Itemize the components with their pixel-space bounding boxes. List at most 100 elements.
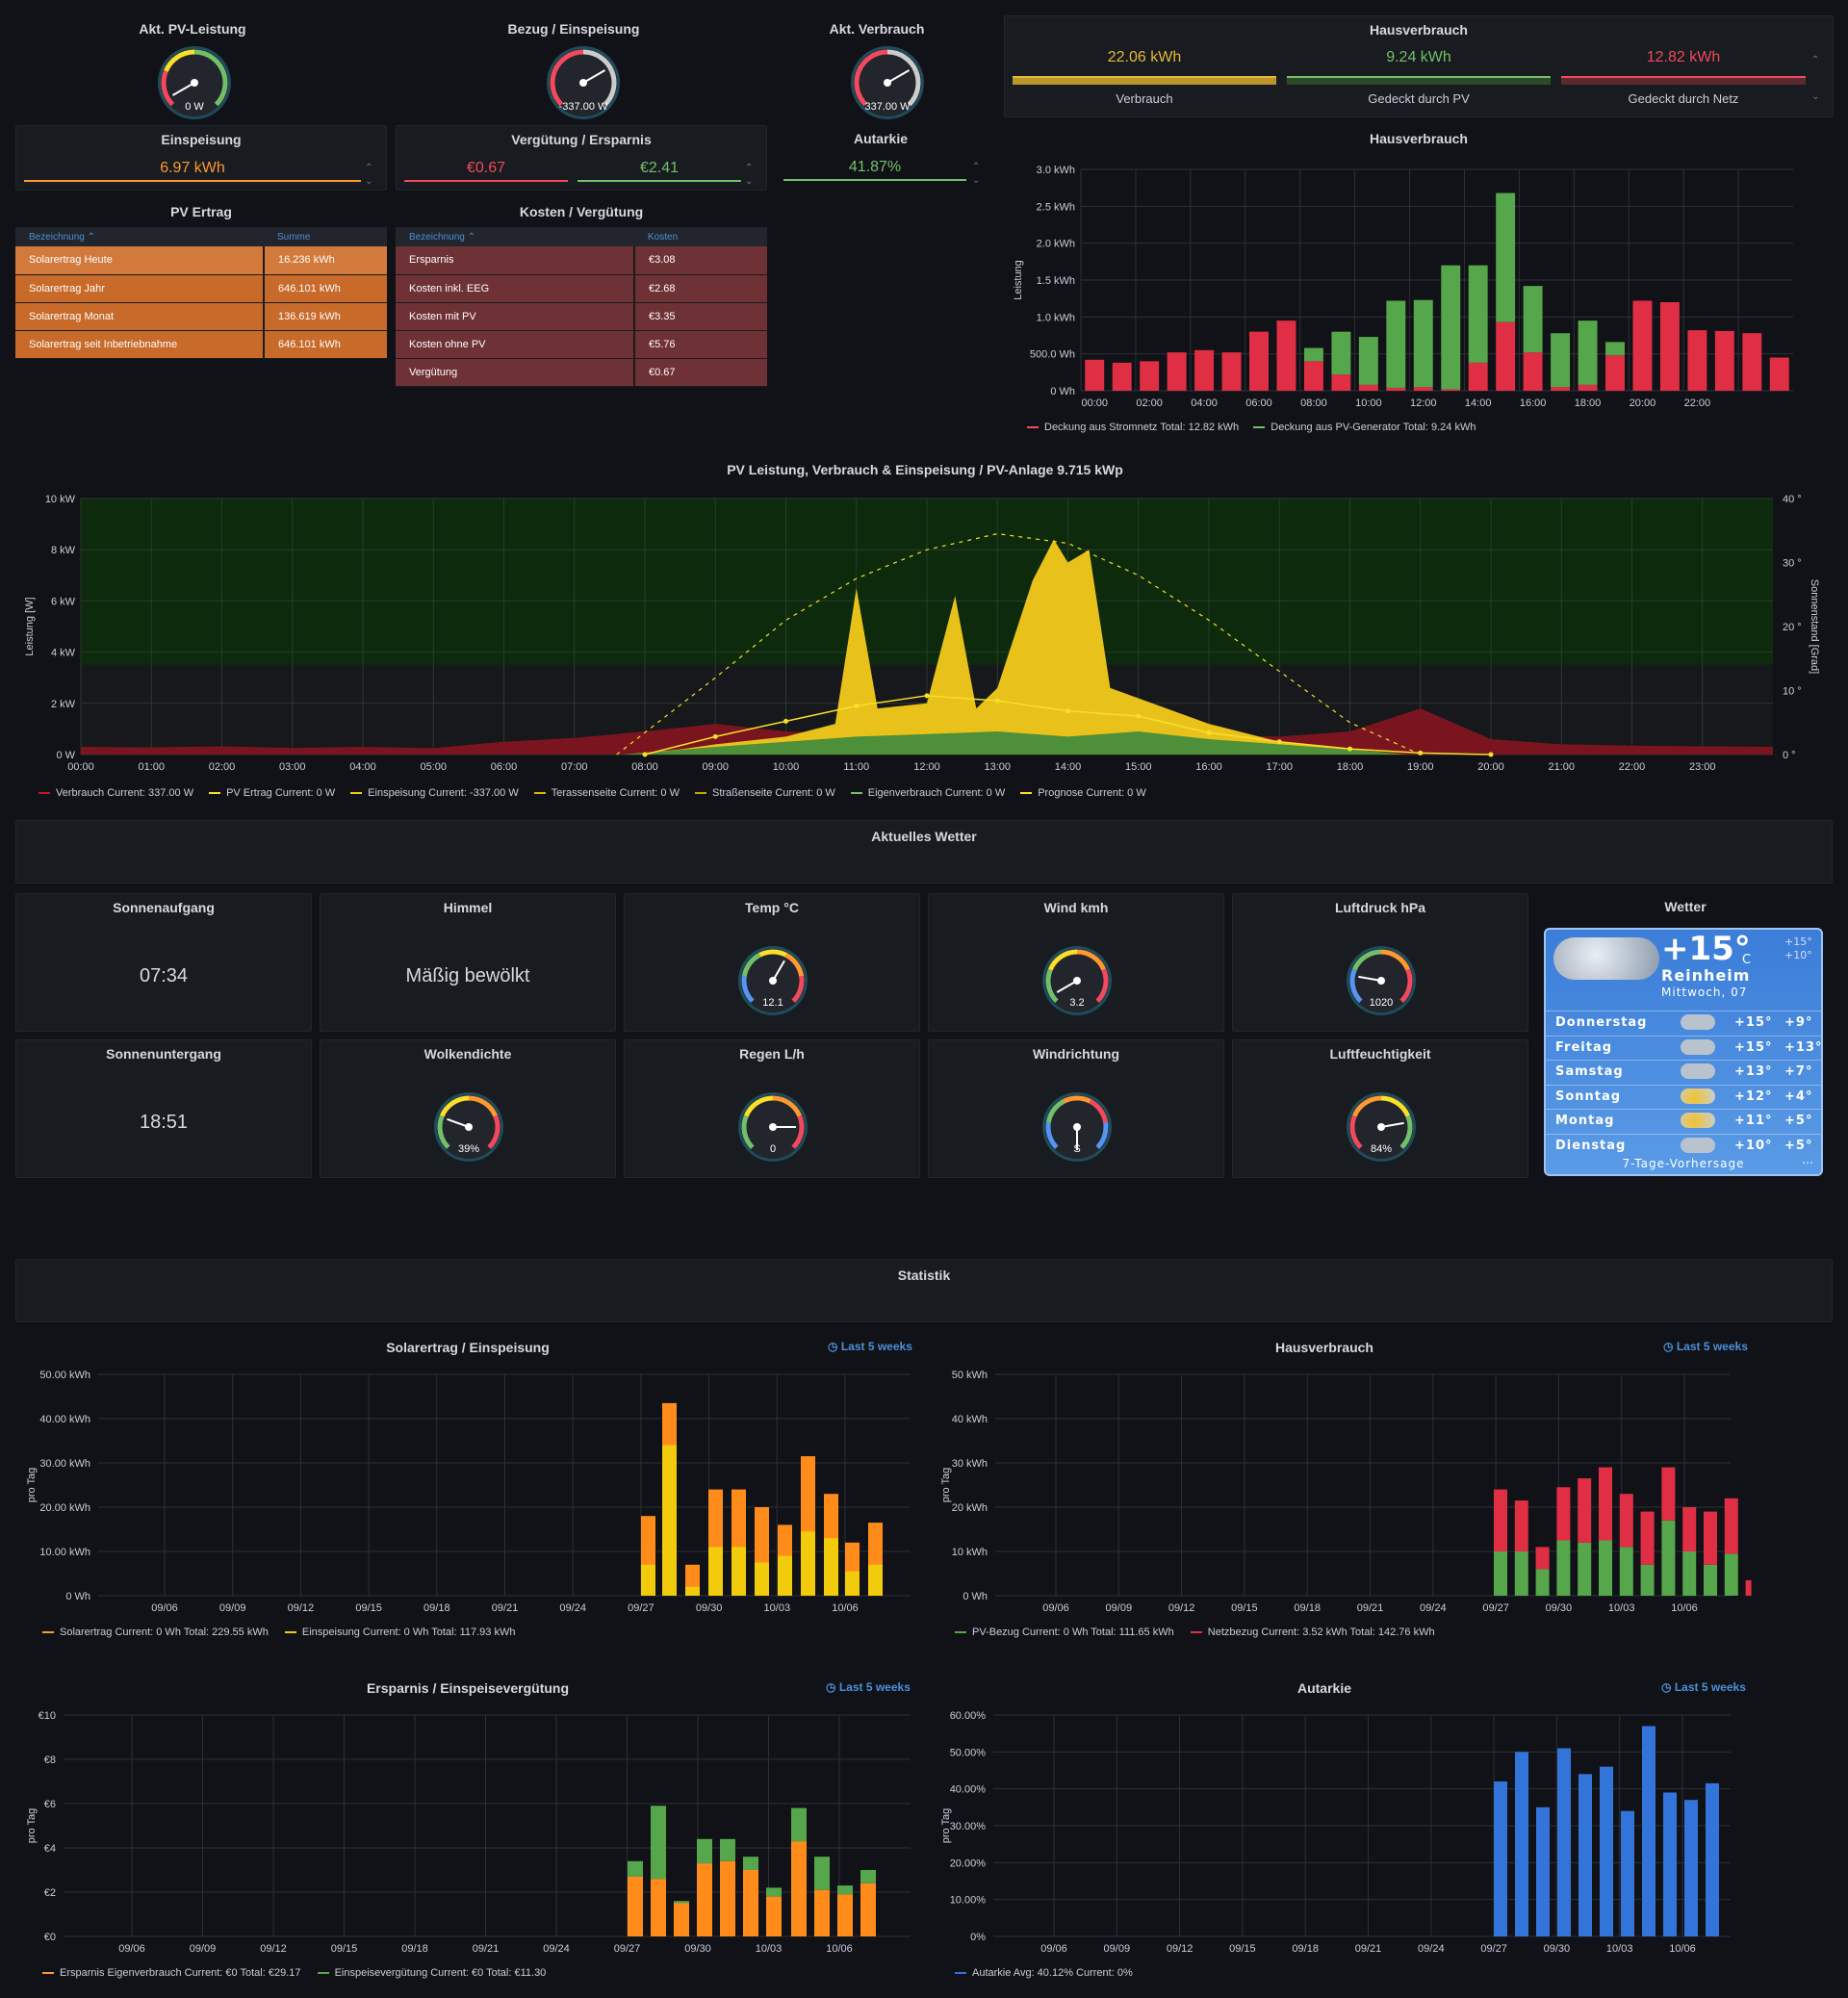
gauge-dial: -337.00 W <box>547 46 620 119</box>
point-prognose <box>1276 739 1282 745</box>
bar-netzbezug <box>1724 1498 1738 1554</box>
statistik-header-row[interactable]: Statistik <box>15 1259 1833 1322</box>
weather-widget[interactable]: +15° C +15° +10° Reinheim Mittwoch, 07 D… <box>1544 928 1823 1176</box>
forecast-high: +15° <box>1734 1039 1773 1055</box>
tick-label: 09/27 <box>1482 1602 1509 1614</box>
tick-label: 0 W <box>56 750 75 761</box>
weather-tile-pressure: Luftdruck hPa 1020 <box>1232 893 1528 1032</box>
weather-low: +10° <box>1784 949 1812 961</box>
column-header-bezeichnung[interactable]: Bezeichnung ⌃ <box>15 227 264 246</box>
column-header-kosten[interactable]: Kosten <box>634 227 767 246</box>
bar-netz <box>1632 300 1653 391</box>
gauge-needle <box>886 69 911 84</box>
bar-ersparnis <box>651 1879 666 1936</box>
hausverbrauch-chart: 0 Wh 500.0 Wh 1.0 kWh 1.5 kWh 2.0 kWh 2.5 kWh… <box>1013 165 1793 409</box>
autarkie-value: 41.87% <box>848 159 902 175</box>
legend-item[interactable]: Einspeisung Current: 0 Wh Total: 117.93 … <box>279 1627 515 1638</box>
panel-title: Kosten / Vergütung <box>519 204 644 219</box>
bar-netzbezug <box>1599 1467 1612 1541</box>
tick-label: 22:00 <box>1684 397 1711 409</box>
scroll-up-icon[interactable]: ⌃ <box>972 162 981 172</box>
panel-title: Hausverbrauch <box>1275 1340 1373 1355</box>
more-icon[interactable]: … <box>1802 1153 1813 1166</box>
gauge: 84% <box>1347 1092 1416 1162</box>
legend-item[interactable]: Ersparnis Eigenverbrauch Current: €0 Tot… <box>37 1967 301 1979</box>
legend-item[interactable]: Verbrauch Current: 337.00 W <box>33 787 193 799</box>
tick-label: 09/12 <box>260 1943 287 1955</box>
tick-label: 10/06 <box>1671 1602 1698 1614</box>
legend-item[interactable]: Netzbezug Current: 3.52 kWh Total: 142.7… <box>1185 1627 1435 1638</box>
bar-pv <box>1331 331 1351 375</box>
gauge-arc <box>1045 1099 1065 1123</box>
time-range-badge[interactable]: ◷ Last 5 weeks <box>1663 1340 1748 1353</box>
column-header-bezeichnung[interactable]: Bezeichnung ⌃ <box>396 227 634 246</box>
legend-item[interactable]: Deckung aus Stromnetz Total: 12.82 kWh <box>1021 422 1239 433</box>
tick-label: 09/06 <box>151 1602 178 1614</box>
legend-item[interactable]: PV Ertrag Current: 0 W <box>203 787 335 799</box>
tick-label: 08:00 <box>1300 397 1327 409</box>
tick-label: 00:00 <box>1081 397 1108 409</box>
tick-label: 30.00 kWh <box>39 1458 90 1470</box>
forecast-day: Dienstag +10° +5° <box>1546 1133 1821 1157</box>
gauge-needle <box>772 960 785 982</box>
legend-item[interactable]: Einspeisevergütung Current: €0 Total: €1… <box>312 1967 546 1979</box>
bar-pv-bezug <box>1535 1569 1550 1596</box>
scroll-up-icon[interactable]: ⌃ <box>745 163 754 173</box>
point-prognose <box>1136 713 1142 719</box>
legend-item[interactable]: Prognose Current: 0 W <box>1014 787 1146 799</box>
bar-ersparnis <box>791 1841 807 1936</box>
point-prognose <box>642 752 648 757</box>
legend-item[interactable]: Terassenseite Current: 0 W <box>528 787 680 799</box>
tick-label: 09/06 <box>118 1943 145 1955</box>
legend-item[interactable]: Einspeisung Current: -337.00 W <box>345 787 519 799</box>
scroll-down-icon[interactable]: ⌄ <box>972 175 981 186</box>
tick-label: 09/06 <box>1042 1602 1069 1614</box>
table-row: Kosten ohne PV €5.76 <box>396 330 767 359</box>
tick-label: 14:00 <box>1465 397 1492 409</box>
time-range-badge[interactable]: ◷ Last 5 weeks <box>826 1680 911 1694</box>
tick-label: 0 Wh <box>962 1591 988 1602</box>
legend-item[interactable]: Eigenverbrauch Current: 0 W <box>845 787 1005 799</box>
column-header-summe[interactable]: Summe <box>264 227 387 246</box>
legend-item[interactable]: Straßenseite Current: 0 W <box>689 787 835 799</box>
wetter-header-row[interactable]: Aktuelles Wetter <box>15 820 1833 884</box>
tick-label: 16:00 <box>1520 397 1547 409</box>
forecast-day-name: Samstag <box>1555 1064 1624 1079</box>
bar-einspeisung <box>732 1547 746 1596</box>
scroll-down-icon[interactable]: ⌄ <box>745 176 754 187</box>
einspeisung-value: 6.97 kWh <box>160 160 225 176</box>
tick-label: 30.00% <box>950 1821 987 1832</box>
kosten-panel: Kosten / Vergütung Bezeichnung ⌃ Kosten E… <box>396 198 767 391</box>
tick-label: 09/30 <box>684 1943 711 1955</box>
legend-item[interactable]: Autarkie Avg: 40.12% Current: 0% <box>949 1967 1133 1979</box>
gauge-value: 3.2 <box>1069 997 1084 1009</box>
pv-ertrag-panel: PV Ertrag Bezeichnung ⌃ Summe Solarertrag… <box>15 198 387 362</box>
scroll-down-icon[interactable]: ⌄ <box>1811 91 1820 102</box>
chart-legend: Deckung aus Stromnetz Total: 12.82 kWh D… <box>1021 422 1476 433</box>
legend-item[interactable]: Solarertrag Current: 0 Wh Total: 229.55 … <box>37 1627 269 1638</box>
forecast-high: +10° <box>1734 1138 1773 1153</box>
bar-netz <box>1249 331 1269 391</box>
time-range-badge[interactable]: ◷ Last 5 weeks <box>1661 1680 1746 1694</box>
bar-autarkie <box>1684 1800 1698 1936</box>
stat-pv-label: Gedeckt durch PV <box>1368 91 1470 106</box>
legend-item[interactable]: Deckung aus PV-Generator Total: 9.24 kWh <box>1247 422 1476 433</box>
bar-verguetung <box>628 1860 643 1877</box>
stat-netz-value: 12.82 kWh <box>1646 49 1721 65</box>
time-range-badge[interactable]: ◷ Last 5 weeks <box>828 1340 912 1353</box>
tick-label: 11:00 <box>843 761 869 773</box>
scroll-up-icon[interactable]: ⌃ <box>1811 55 1820 65</box>
forecast-high: +11° <box>1734 1114 1773 1128</box>
bar-einspeisung <box>824 1538 838 1596</box>
gauge-arc <box>1047 949 1078 971</box>
bar-pv <box>1578 320 1598 385</box>
row-title: Aktuelles Wetter <box>871 829 977 844</box>
tick-label: 09/18 <box>1292 1943 1319 1955</box>
cloud-rain-icon <box>1553 937 1659 980</box>
forecast-link[interactable]: 7-Tage-Vorhersage <box>1622 1157 1745 1170</box>
autarkie-bar <box>783 179 966 181</box>
scroll-down-icon[interactable]: ⌄ <box>365 176 373 187</box>
scroll-up-icon[interactable]: ⌃ <box>365 163 373 173</box>
legend-item[interactable]: PV-Bezug Current: 0 Wh Total: 111.65 kWh <box>949 1627 1174 1638</box>
verguetung-panel: Vergütung / Ersparnis €0.67 €2.41 ⌃ ⌄ <box>396 125 767 191</box>
